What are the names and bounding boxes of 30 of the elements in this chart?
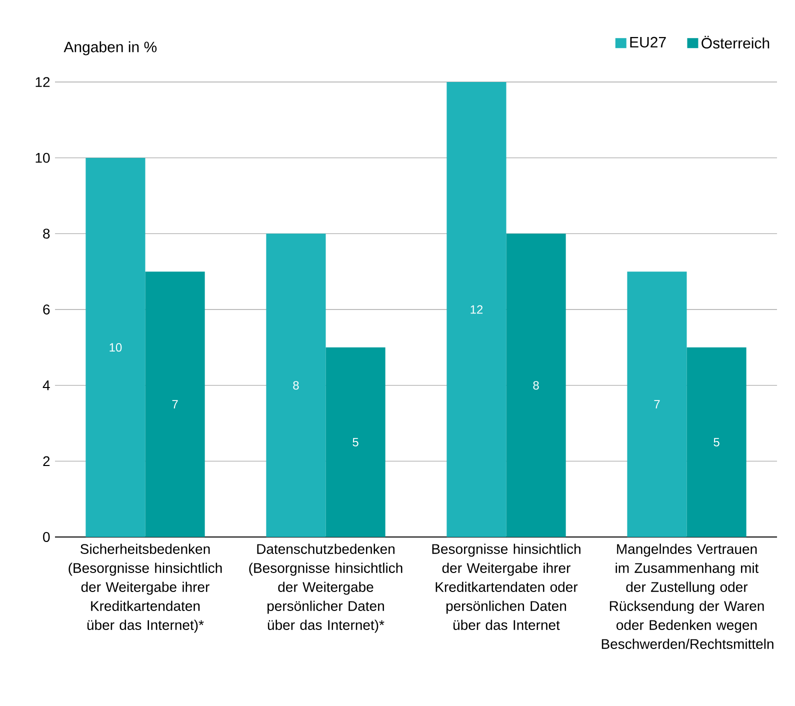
bar <box>145 272 205 537</box>
bar <box>627 272 687 537</box>
y-tick-label: 8 <box>43 228 50 239</box>
y-tick-label: 2 <box>43 456 50 466</box>
legend-label: Österreich <box>702 36 770 49</box>
bar <box>266 234 326 537</box>
y-tick-label: 4 <box>42 380 50 390</box>
data-label: 7 <box>172 400 178 408</box>
bar <box>86 158 146 537</box>
legend-label: EU27 <box>630 36 666 48</box>
bar <box>686 347 746 537</box>
bar <box>446 82 506 537</box>
y-tick-label: 10 <box>36 152 50 163</box>
bar <box>326 347 386 537</box>
y-tick-label: 12 <box>36 77 50 87</box>
data-label: 8 <box>533 381 539 390</box>
x-tick-label: Sicherheitsbedenken (Besorgnisse hinsichtlich der Weitergabe ihrer Kreditkartendaten über das Internet)* <box>68 544 222 633</box>
data-label: 8 <box>293 381 299 390</box>
data-label: 5 <box>352 438 358 446</box>
y-axis-title: Angaben in % <box>64 41 157 56</box>
data-label: 12 <box>470 305 483 314</box>
y-tick-label: 6 <box>43 304 50 314</box>
y-tick-label: 0 <box>43 532 50 542</box>
x-tick-label: Datenschutzbedenken (Besorgnisse hinsichtlich der Weitergabe persönlicher Daten über das Internet)* <box>249 544 402 633</box>
data-label: 5 <box>714 438 720 446</box>
data-label: 10 <box>110 343 122 352</box>
bar <box>506 234 566 537</box>
data-label: 7 <box>654 400 660 408</box>
x-tick-label: Mangelndes Vertrauen im Zusammenhang mit der Zustellung oder Rücksendung der Waren oder Bedenken wegen Beschwerden/Rechtsmitteln <box>602 544 774 649</box>
x-tick-label: Besorgnisse hinsichtlich der Weitergabe ihrer Kreditkartendaten oder persönlichen Daten über das Internet <box>432 544 580 630</box>
